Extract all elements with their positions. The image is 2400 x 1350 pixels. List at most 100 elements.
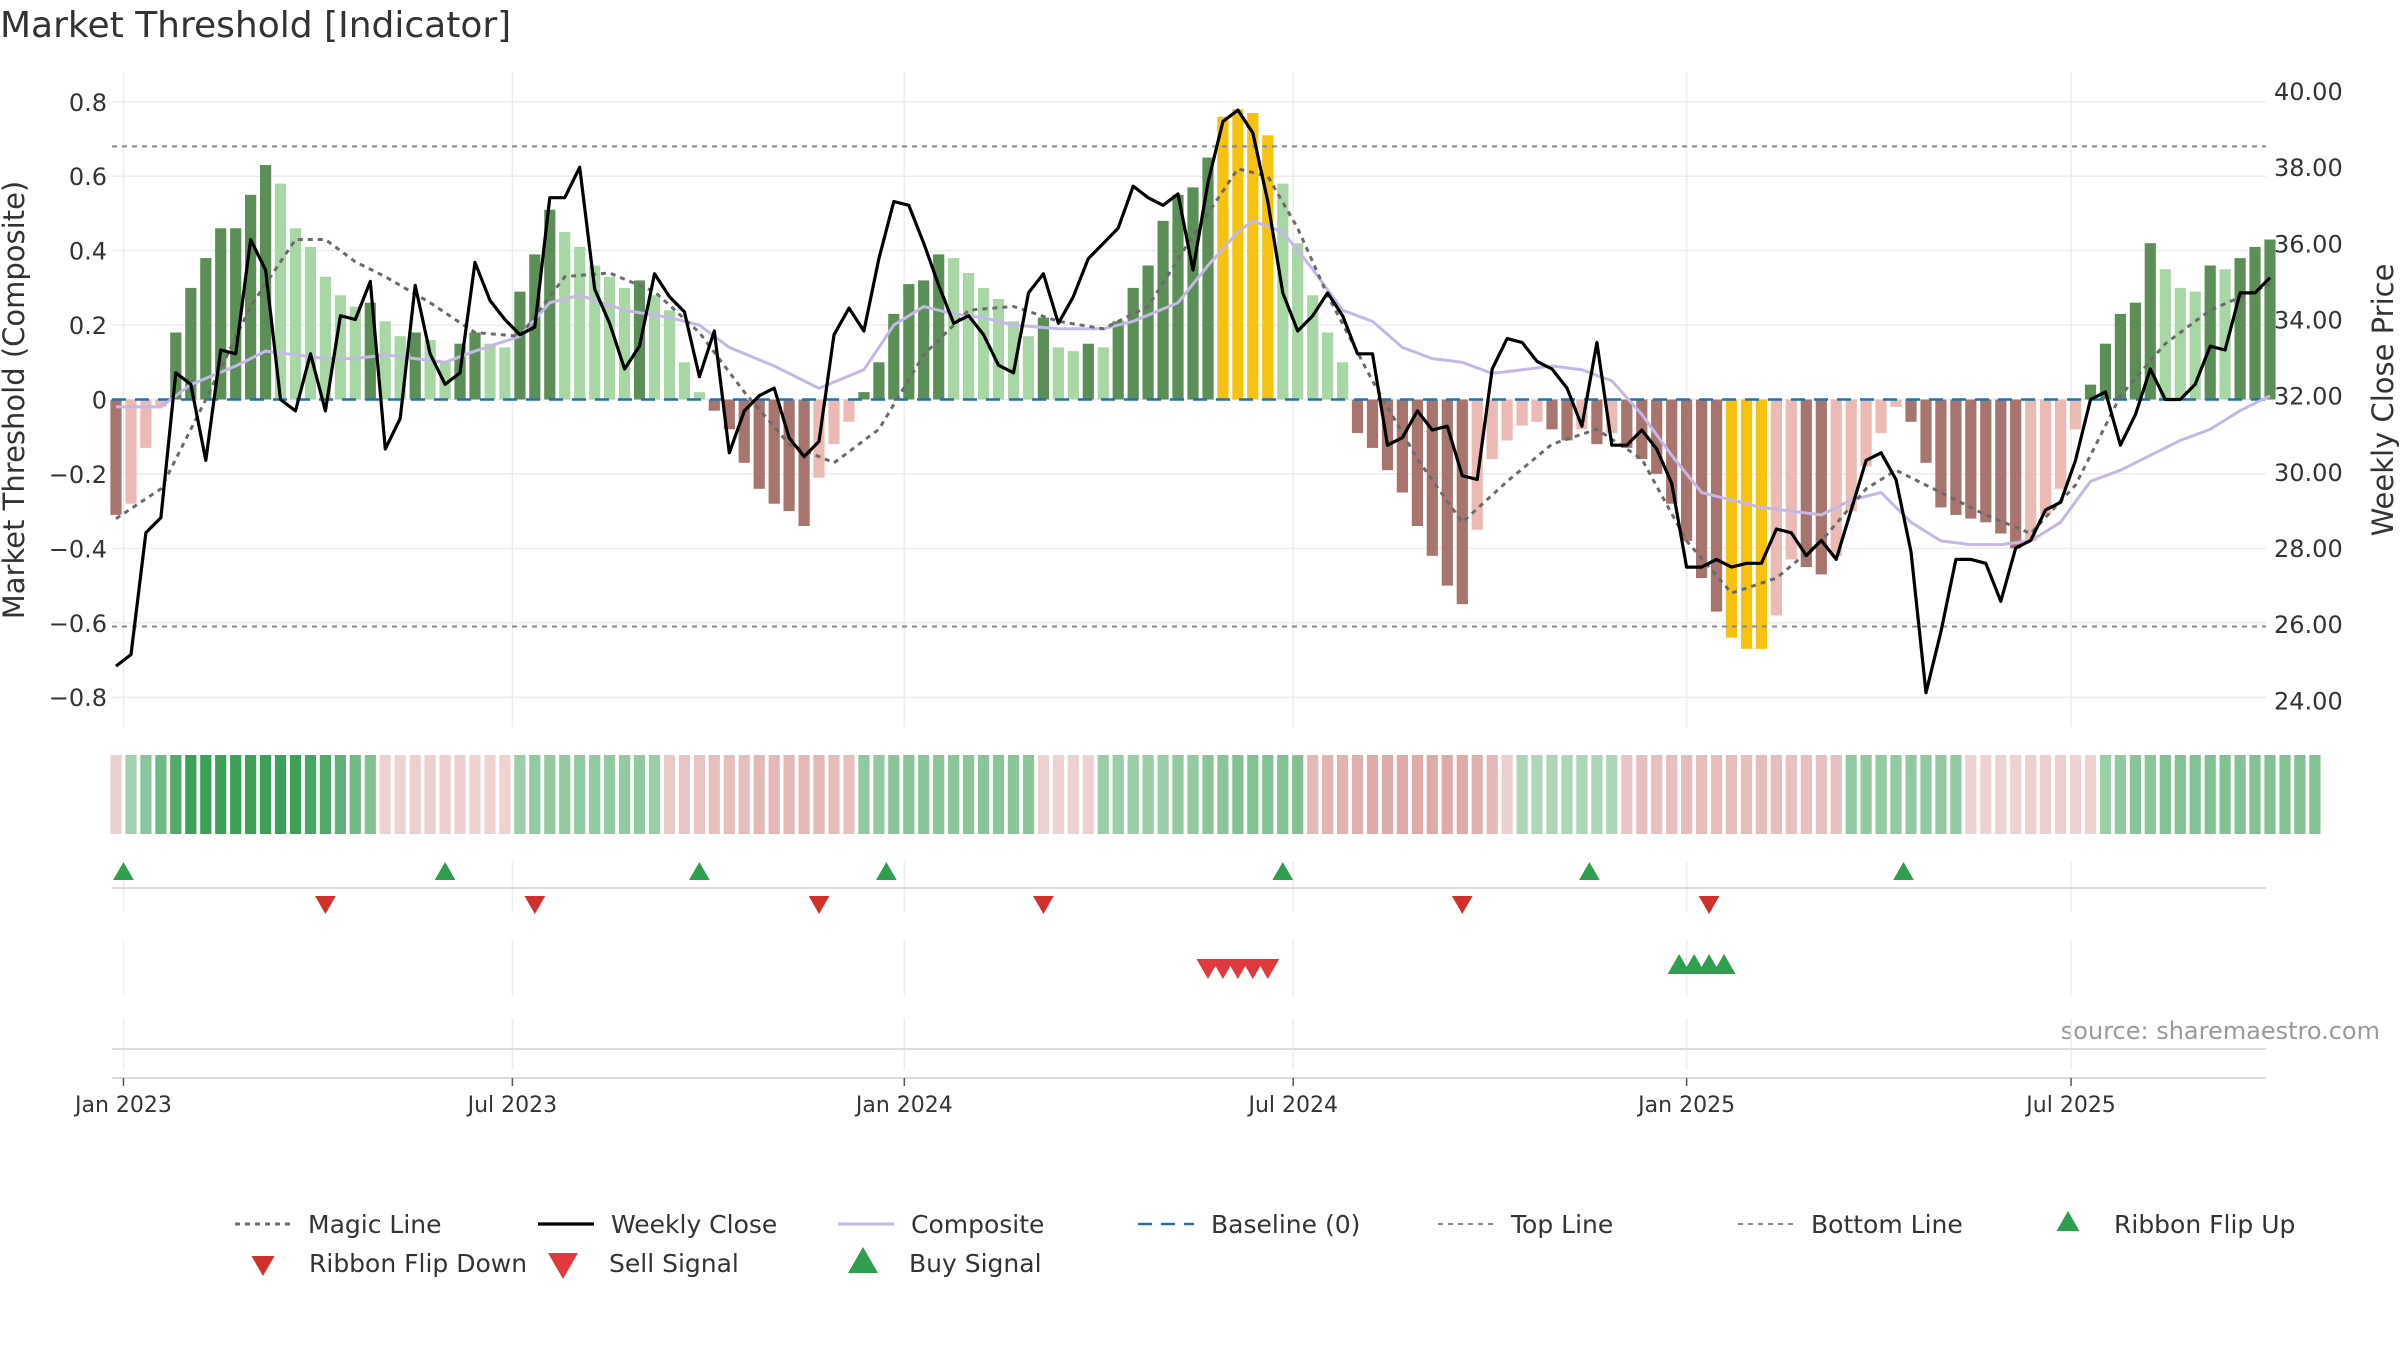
- legend-label-close: Weekly Close: [611, 1210, 777, 1239]
- ribbon-cell: [604, 755, 616, 834]
- ribbon-cell: [2144, 755, 2156, 834]
- composite-bar: [2025, 399, 2037, 541]
- ribbon-cell: [1666, 755, 1678, 834]
- composite-bar: [1366, 399, 1379, 448]
- ribbon-flip-up-marker: [1272, 862, 1294, 880]
- ribbon-cell: [1800, 755, 1812, 834]
- ribbon-cell: [185, 755, 197, 834]
- composite-bar: [1501, 399, 1513, 441]
- x-tick-label: Jul 2025: [2024, 1093, 2116, 1118]
- ribbon-cell: [1277, 755, 1289, 834]
- composite-bar: [858, 392, 870, 400]
- composite-bar: [1845, 399, 1857, 512]
- ribbon-cell: [1366, 755, 1379, 834]
- right-tick-label: 32.00: [2274, 383, 2343, 411]
- ribbon-cell: [663, 755, 676, 834]
- ribbon-cell: [1307, 755, 1319, 834]
- buy-signal-marker: [1712, 954, 1736, 974]
- composite-bar: [1471, 399, 1483, 530]
- ribbon-cell: [2234, 755, 2246, 834]
- composite-bar: [828, 399, 840, 445]
- legend-swatch-flipdown: [251, 1256, 275, 1276]
- composite-bar: [1322, 332, 1334, 400]
- composite-bar: [1456, 399, 1468, 605]
- ribbon-cell: [1561, 755, 1573, 834]
- composite-bar: [499, 347, 511, 400]
- ribbon-cell: [1322, 755, 1334, 834]
- ribbon-cell: [1441, 755, 1453, 834]
- ribbon-cell: [1740, 755, 1753, 834]
- ribbon-cell: [1980, 755, 1992, 834]
- ribbon-cell: [1576, 755, 1588, 834]
- ribbon-cell: [334, 755, 346, 834]
- composite-bar: [1725, 399, 1738, 638]
- ribbon-cell: [589, 755, 601, 834]
- composite-bar: [1307, 295, 1319, 400]
- composite-bar: [125, 399, 137, 504]
- ribbon-cell: [828, 755, 840, 834]
- ribbon-cell: [753, 755, 765, 834]
- composite-bar: [1187, 187, 1199, 400]
- composite-bar: [140, 399, 152, 448]
- right-tick-label: 34.00: [2274, 307, 2343, 335]
- ribbon-cell: [469, 755, 481, 834]
- composite-bar: [2040, 399, 2052, 515]
- legend-label-composite: Composite: [911, 1210, 1044, 1239]
- ribbon-cell: [1591, 755, 1603, 834]
- composite-bar: [1995, 399, 2007, 534]
- ribbon-cell: [1725, 755, 1738, 834]
- composite-bar: [230, 228, 242, 400]
- composite-bar: [1696, 399, 1708, 579]
- ribbon-cell: [1082, 755, 1094, 834]
- ribbon-cell: [260, 755, 272, 834]
- ribbon-cell: [1052, 755, 1064, 834]
- ribbon-cell: [1411, 755, 1423, 834]
- ribbon-cell: [1905, 755, 1917, 834]
- ribbon-cell: [2219, 755, 2231, 834]
- composite-bar: [1546, 399, 1558, 430]
- composite-bar: [245, 194, 257, 400]
- composite-bar: [589, 265, 601, 400]
- composite-bar: [1067, 351, 1079, 400]
- ribbon-cell: [963, 755, 975, 834]
- ribbon-cell: [1097, 755, 1109, 834]
- ribbon-cell: [1456, 755, 1468, 834]
- composite-bar: [1905, 399, 1917, 422]
- composite-bar: [1561, 399, 1573, 441]
- composite-bar: [798, 399, 810, 526]
- legend-swatch-flipup: [2056, 1211, 2080, 1231]
- composite-bar: [948, 258, 960, 400]
- left-tick-label: −0.4: [49, 535, 107, 563]
- left-ticks: 0.8 0.6 0.4 0.2 0 −0.2 −0.4 −0.6 −0.8: [49, 89, 107, 712]
- composite-bar: [2264, 239, 2276, 400]
- x-tick-label: Jul 2024: [1246, 1093, 1338, 1118]
- ribbon-cell: [1890, 755, 1902, 834]
- left-tick-label: 0.2: [69, 312, 107, 340]
- composite-bar: [1785, 399, 1797, 560]
- ribbon-cell: [1037, 755, 1049, 834]
- composite-bar: [978, 287, 990, 400]
- composite-bar: [2204, 265, 2216, 400]
- ribbon-cell: [2294, 755, 2306, 834]
- composite-bar: [1606, 399, 1618, 433]
- right-tick-label: 30.00: [2274, 459, 2343, 487]
- ribbon-cell: [1995, 755, 2007, 834]
- composite-bar: [1920, 399, 1932, 463]
- composite-bar: [274, 183, 287, 400]
- right-tick-label: 36.00: [2274, 230, 2343, 258]
- ribbon-flip-up-marker: [876, 862, 897, 880]
- weekly-close-line: [115, 108, 2272, 695]
- composite-bar: [678, 362, 690, 400]
- composite-bar: [559, 232, 571, 400]
- composite-bar: [1337, 362, 1349, 400]
- ribbon-cell: [1232, 755, 1244, 834]
- composite-bar: [843, 399, 855, 422]
- ribbon-cell: [992, 755, 1005, 834]
- composite-bar: [364, 302, 376, 400]
- composite-bar: [738, 399, 750, 463]
- ribbon-cell: [1965, 755, 1977, 834]
- ribbon-cell: [2309, 755, 2321, 834]
- composite-bar: [1830, 399, 1842, 556]
- reference-lines: [112, 145, 2266, 628]
